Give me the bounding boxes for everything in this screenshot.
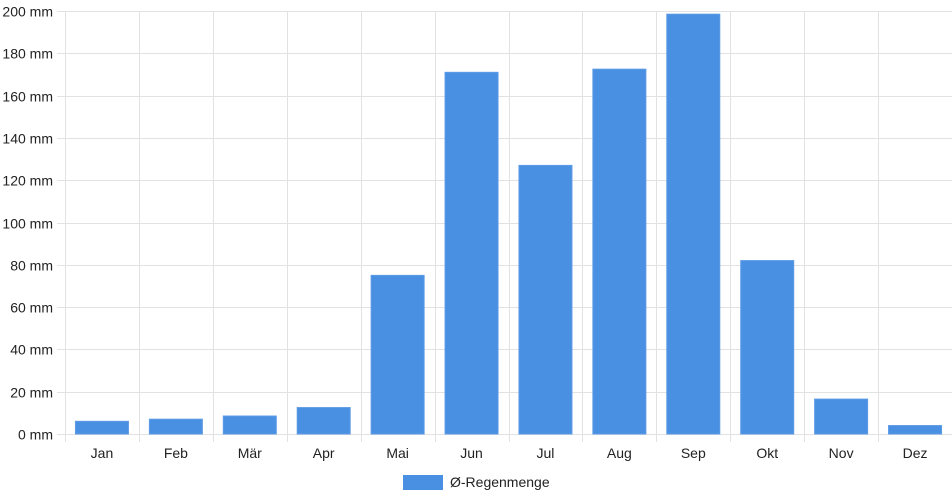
x-tick-label: Jun [460,445,483,461]
x-tick-label: Mär [238,445,262,461]
x-tick-label: Jul [537,445,555,461]
bar-jan[interactable] [74,420,129,435]
x-tick-label: Sep [681,445,706,461]
bar-jun[interactable] [444,71,499,435]
y-tick-label: 180 mm [2,46,53,62]
bar-jul[interactable] [518,164,573,435]
x-axis-ticks: Jan Feb Mär Apr Mai Jun Jul Aug Sep Okt Nov Dez [91,445,928,461]
bar-feb[interactable] [148,418,203,435]
legend-label[interactable]: Ø-Regenmenge [450,474,550,490]
y-tick-label: 60 mm [10,300,53,316]
x-tick-label: Okt [756,445,778,461]
bar-series [74,13,943,435]
bar-apr[interactable] [296,407,351,435]
bar-nov[interactable] [814,398,869,435]
y-tick-label: 40 mm [10,342,53,358]
x-tick-label: Mai [386,445,409,461]
y-axis-ticks: 0 mm 20 mm 40 mm 60 mm 80 mm 100 mm 120 mm 140 … [2,4,53,443]
bar-okt[interactable] [740,260,795,435]
y-tick-label: 160 mm [2,89,53,105]
bar-mai[interactable] [370,274,425,435]
legend-swatch[interactable] [403,475,443,490]
y-tick-label: 120 mm [2,173,53,189]
y-tick-label: 140 mm [2,131,53,147]
bar-aug[interactable] [592,68,647,435]
y-tick-label: 20 mm [10,385,53,401]
y-tick-label: 0 mm [18,427,53,443]
x-tick-label: Dez [903,445,928,461]
y-tick-label: 100 mm [2,216,53,232]
x-tick-label: Apr [313,445,335,461]
y-tick-label: 80 mm [10,258,53,274]
bar-dez[interactable] [888,425,943,435]
grid-lines [57,11,952,442]
x-tick-label: Aug [607,445,632,461]
x-tick-label: Nov [829,445,854,461]
bar-mär[interactable] [222,415,277,435]
legend[interactable]: Ø-Regenmenge [403,474,550,490]
x-tick-label: Feb [164,445,188,461]
x-tick-label: Jan [91,445,114,461]
bar-sep[interactable] [666,13,721,435]
y-tick-label: 200 mm [2,4,53,20]
